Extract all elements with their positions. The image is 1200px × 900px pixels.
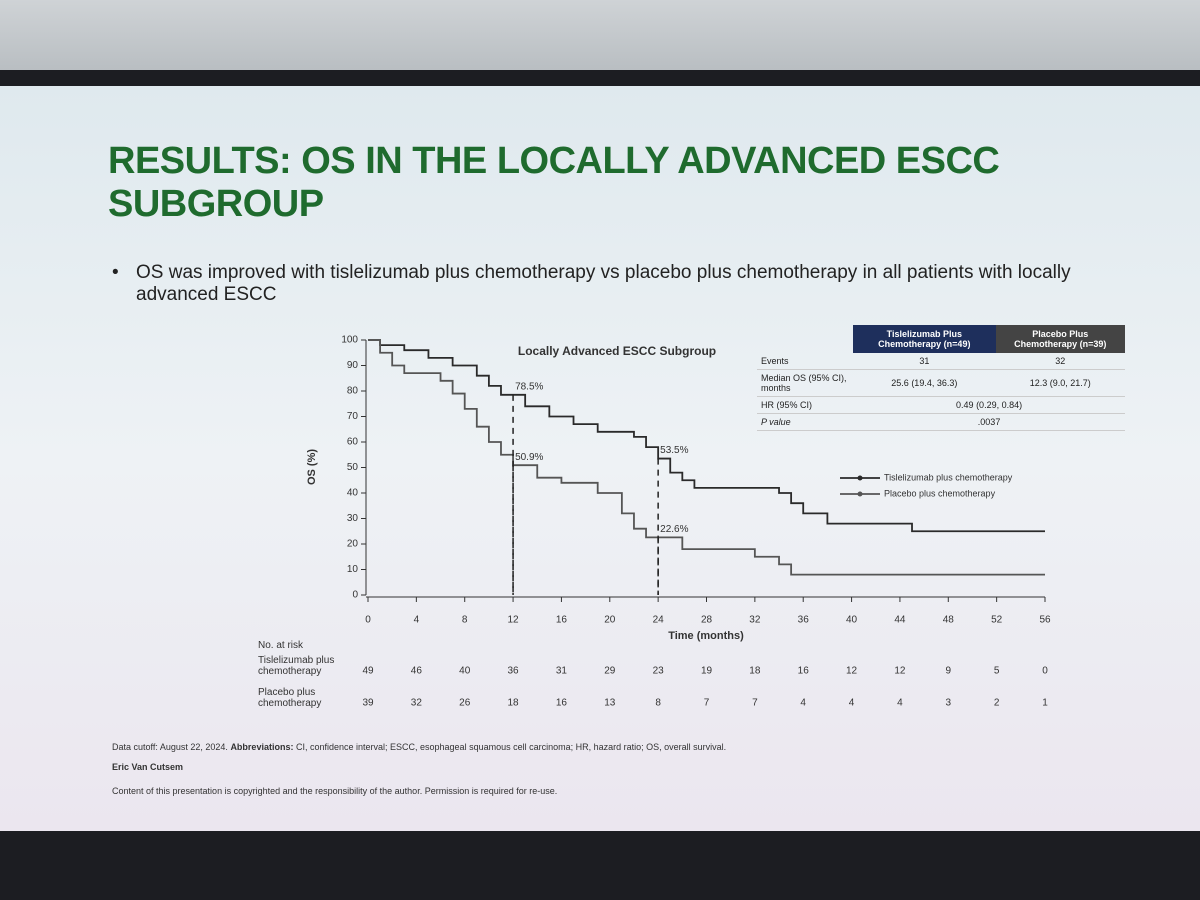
risk-count: 4: [800, 698, 806, 709]
risk-count: 5: [994, 666, 1000, 677]
x-tick-label: 28: [701, 615, 713, 626]
risk-count: 31: [556, 666, 568, 677]
footnote: Data cutoff: August 22, 2024. Abbreviati…: [112, 742, 726, 752]
row-label: Median OS (95% CI), months: [757, 369, 854, 397]
x-tick-label: 48: [943, 615, 955, 626]
risk-count: 7: [752, 698, 758, 709]
cell: 32: [995, 353, 1125, 370]
risk-count: 8: [655, 698, 661, 709]
risk-count: 18: [749, 666, 761, 677]
y-tick-label: 40: [347, 488, 359, 499]
slide-title: RESULTS: OS IN THE LOCALLY ADVANCED ESCC…: [108, 140, 1000, 225]
y-tick-label: 80: [347, 386, 359, 397]
x-tick-label: 32: [749, 615, 761, 626]
x-tick-label: 8: [462, 615, 468, 626]
annotation-label: 53.5%: [660, 445, 688, 456]
x-label: Time (months): [668, 630, 744, 642]
risk-count: 7: [704, 698, 710, 709]
x-tick-label: 52: [991, 615, 1003, 626]
legend-label: Tislelizumab plus chemotherapy: [884, 472, 1013, 482]
risk-count: 19: [701, 666, 713, 677]
risk-count: 4: [897, 698, 903, 709]
risk-count: 13: [604, 698, 616, 709]
x-tick-label: 12: [508, 615, 520, 626]
x-tick-label: 56: [1039, 615, 1051, 626]
copyright: Content of this presentation is copyrigh…: [112, 786, 558, 796]
bullet: OS was improved with tislelizumab plus c…: [112, 262, 1136, 306]
x-tick-label: 0: [365, 615, 371, 626]
x-tick-label: 4: [414, 615, 420, 626]
cell: .0037: [853, 413, 1125, 431]
cell: 25.6 (19.4, 36.3): [853, 369, 996, 397]
y-tick-label: 100: [341, 335, 358, 346]
x-tick-label: 44: [894, 615, 906, 626]
legend-marker: [857, 491, 863, 497]
risk-title: No. at risk: [258, 640, 304, 651]
risk-count: 46: [411, 666, 423, 677]
cell: 12.3 (9.0, 21.7): [995, 369, 1125, 397]
y-tick-label: 10: [347, 564, 359, 575]
row-label: Events: [757, 353, 854, 370]
x-tick-label: 20: [604, 615, 616, 626]
x-tick-label: 36: [798, 615, 810, 626]
risk-row-label: Tislelizumab plus chemotherapy: [258, 655, 335, 677]
risk-count: 39: [362, 698, 374, 709]
y-tick-label: 60: [347, 437, 359, 448]
row-label: HR (95% CI): [757, 396, 854, 414]
y-tick-label: 20: [347, 539, 359, 550]
risk-count: 18: [508, 698, 520, 709]
annotation-label: 50.9%: [515, 452, 543, 463]
x-tick-label: 16: [556, 615, 568, 626]
survival-curve: [368, 339, 1045, 533]
legend-marker: [857, 475, 863, 481]
cell: 31: [853, 353, 996, 370]
risk-count: 32: [411, 698, 423, 709]
cutoff: Data cutoff: August 22, 2024.: [112, 742, 228, 752]
y-tick-label: 0: [352, 590, 358, 601]
risk-row-label: Placebo plus chemotherapy: [258, 687, 322, 709]
risk-count: 2: [994, 698, 1000, 709]
summary-table: Tislelizumab Plus Chemotherapy (n=49) Pla…: [757, 325, 1125, 431]
ceiling: [0, 0, 1200, 70]
survival-curve: [368, 339, 1045, 576]
risk-count: 16: [798, 666, 810, 677]
risk-count: 23: [653, 666, 665, 677]
cell: 0.49 (0.29, 0.84): [853, 396, 1125, 414]
slide: [0, 86, 1200, 831]
risk-count: 3: [946, 698, 952, 709]
annotation-label: 22.6%: [660, 524, 688, 535]
y-tick-label: 50: [347, 462, 359, 473]
y-label: OS (%): [306, 449, 318, 485]
legend-label: Placebo plus chemotherapy: [884, 488, 996, 498]
row-label: P value: [757, 413, 854, 431]
chart-title: Locally Advanced ESCC Subgroup: [518, 344, 716, 358]
risk-count: 16: [556, 698, 568, 709]
y-tick-label: 90: [347, 360, 359, 371]
table-header: Tislelizumab Plus Chemotherapy (n=49): [853, 325, 996, 353]
risk-count: 26: [459, 698, 471, 709]
x-tick-label: 40: [846, 615, 858, 626]
risk-count: 12: [894, 666, 906, 677]
author: Eric Van Cutsem: [112, 762, 184, 772]
annotation-label: 78.5%: [515, 381, 543, 392]
abbreviations: CI, confidence interval; ESCC, esophagea…: [295, 742, 727, 752]
risk-count: 12: [846, 666, 858, 677]
risk-count: 9: [946, 666, 952, 677]
risk-count: 49: [362, 666, 374, 677]
x-tick-label: 24: [653, 615, 665, 626]
y-tick-label: 30: [347, 513, 359, 524]
risk-count: 40: [459, 666, 471, 677]
risk-count: 1: [1042, 698, 1048, 709]
risk-count: 36: [508, 666, 520, 677]
y-tick-label: 70: [347, 411, 359, 422]
risk-count: 0: [1042, 666, 1048, 677]
table-header: Placebo Plus Chemotherapy (n=39): [995, 325, 1125, 353]
abbr-label: Abbreviations:: [230, 742, 294, 752]
risk-count: 29: [604, 666, 616, 677]
risk-count: 4: [849, 698, 855, 709]
